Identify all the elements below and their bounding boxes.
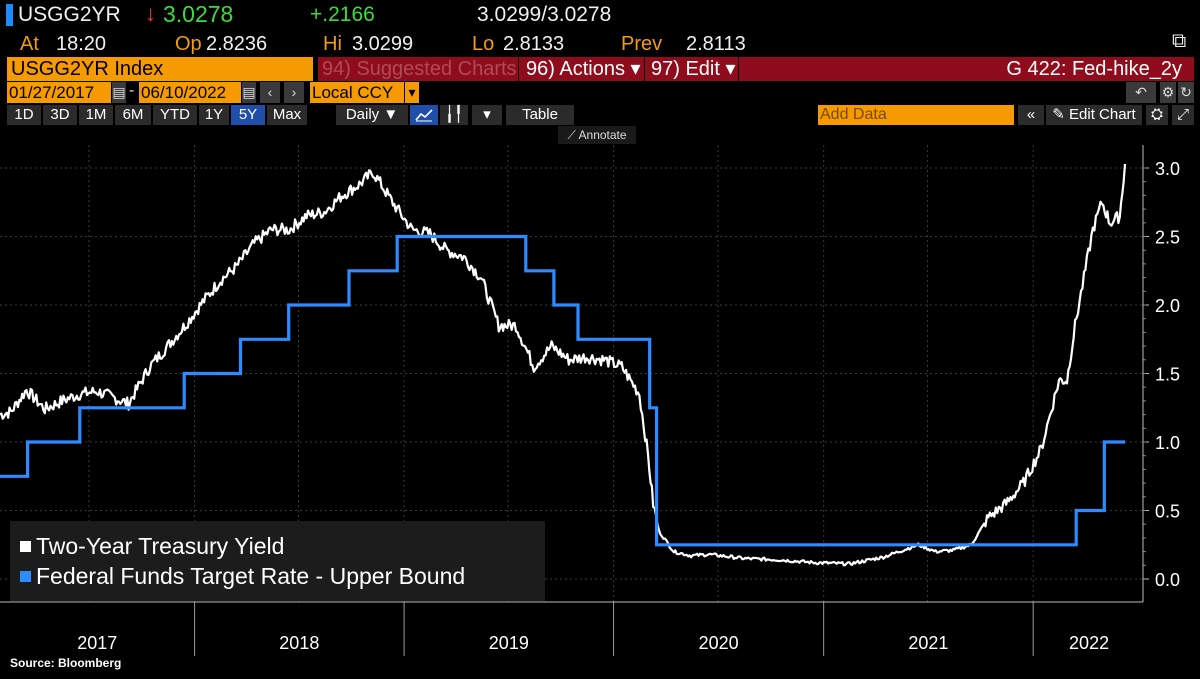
down-arrow-icon: ↓: [145, 1, 156, 26]
legend-label-yield: Two-Year Treasury Yield: [36, 533, 285, 559]
function-bar: 94) Suggested Charts 96) Actions ▾ 97) E…: [318, 57, 1194, 81]
security-field[interactable]: USGG2YR Index: [7, 57, 313, 81]
low-value: 2.8133: [503, 33, 565, 55]
high-label: Hi: [323, 33, 342, 55]
settings-icon[interactable]: ⚙: [1160, 82, 1176, 103]
x-tick-label: 2021: [908, 633, 948, 653]
table-button[interactable]: Table: [506, 105, 574, 125]
calendar-icon[interactable]: ▤: [112, 82, 126, 103]
undo-icon[interactable]: ↶: [1126, 82, 1156, 103]
period-button-1d[interactable]: 1D: [7, 105, 41, 125]
end-date-field[interactable]: 06/10/2022: [139, 82, 241, 103]
forward-arrow-icon[interactable]: ›: [284, 82, 304, 103]
legend-swatch-blue: [20, 571, 31, 582]
x-tick-label: 2017: [77, 633, 117, 653]
last-price: 3.0278: [163, 1, 234, 27]
ticker-marker: [6, 4, 13, 26]
edit-chart-label: Edit Chart: [1069, 106, 1136, 123]
y-tick-label: 1.5: [1155, 365, 1180, 385]
candlestick-icon[interactable]: ╽╿: [440, 105, 468, 125]
suggested-charts-menu[interactable]: 94) Suggested Charts: [322, 58, 517, 80]
period-button-1y[interactable]: 1Y: [199, 105, 229, 125]
frequency-select[interactable]: Daily ▼: [336, 105, 408, 125]
line-chart-icon[interactable]: [410, 105, 438, 125]
legend-item-fed: Federal Funds Target Rate - Upper Bound: [20, 563, 465, 590]
pencil-icon: ⟋: [567, 128, 579, 142]
x-tick-label: 2020: [699, 633, 739, 653]
series-layer: [0, 163, 1127, 567]
date-separator: -: [129, 82, 135, 99]
expand-icon[interactable]: ⤢: [1172, 105, 1194, 125]
x-tick-label: 2022: [1069, 633, 1109, 653]
edit-menu[interactable]: 97) Edit ▾: [651, 58, 736, 80]
period-bar: 1D 3D 1M 6M YTD 1Y 5Y Max Daily ▼ ╽╿ ▾ Table Ad…: [0, 105, 1200, 125]
series-line-fed-funds: [0, 234, 1125, 547]
ticker-symbol: USGG2YR: [18, 3, 121, 26]
period-button-ytd[interactable]: YTD: [153, 105, 197, 125]
legend-item-yield: Two-Year Treasury Yield: [20, 533, 284, 560]
chevron-down-icon[interactable]: ▾: [472, 105, 502, 125]
y-tick-label: 0.5: [1155, 502, 1180, 522]
divider: [738, 57, 739, 81]
add-data-field[interactable]: Add Data: [818, 105, 1014, 125]
open-value: 2.8236: [206, 33, 268, 55]
y-tick-label: 3.0: [1155, 159, 1180, 179]
high-value: 3.0299: [352, 33, 414, 55]
date-bar: 01/27/2017 ▤ - 06/10/2022 ▤ ‹ › Local CC…: [0, 82, 1200, 104]
net-change: +.2166: [310, 3, 375, 26]
back-arrow-icon[interactable]: ‹: [260, 82, 280, 103]
period-button-max[interactable]: Max: [267, 105, 307, 125]
axes: 0.0 0.5 1.0 1.5 2.0 2.5 3.0 2017 2018 2019 2020 202…: [0, 145, 1180, 656]
y-tick-label: 0.0: [1155, 570, 1180, 590]
collapse-icon[interactable]: «: [1018, 105, 1044, 125]
start-date-field[interactable]: 01/27/2017: [7, 82, 111, 103]
at-label: At: [20, 33, 39, 55]
stats-line: At 18:20 Op 2.8236 Hi 3.0299 Lo 2.8133 P…: [0, 30, 1200, 56]
period-button-6m[interactable]: 6M: [115, 105, 151, 125]
prev-value: 2.8113: [686, 33, 746, 55]
chart-name: G 422: Fed-hike_2y: [1006, 58, 1182, 80]
security-bar: USGG2YR Index 94) Suggested Charts 96) A…: [0, 57, 1200, 81]
pencil-icon: ✎: [1052, 106, 1070, 123]
annotate-label: Annotate: [578, 128, 627, 142]
period-button-3d[interactable]: 3D: [43, 105, 77, 125]
chevron-down-icon[interactable]: ▾: [405, 82, 419, 103]
edit-chart-button[interactable]: ✎ Edit Chart: [1046, 105, 1142, 125]
divider: [518, 57, 519, 81]
period-button-1m[interactable]: 1M: [79, 105, 113, 125]
source-note: Source: Bloomberg: [10, 656, 122, 670]
y-tick-label: 1.0: [1155, 433, 1180, 453]
y-tick-label: 2.5: [1155, 228, 1180, 248]
annotate-button[interactable]: ⟋ Annotate: [558, 126, 636, 144]
actions-menu[interactable]: 96) Actions ▾: [526, 58, 641, 80]
divider: [644, 57, 645, 81]
x-tick-label: 2018: [279, 633, 319, 653]
refresh-icon[interactable]: ↻: [1178, 82, 1194, 103]
chart-settings-icon[interactable]: ⛭: [1146, 105, 1168, 125]
legend-label-fed: Federal Funds Target Rate - Upper Bound: [36, 563, 466, 589]
bid-ask: 3.0299/3.0278: [477, 3, 612, 26]
quote-line: USGG2YR ↓ 3.0278 +.2166 3.0299/3.0278: [0, 0, 1200, 30]
x-tick-label: 2019: [489, 633, 529, 653]
low-label: Lo: [472, 33, 495, 55]
series-line-two-year-yield: [0, 163, 1127, 567]
legend-swatch-white: [20, 541, 31, 552]
y-tick-label: 2.0: [1155, 296, 1180, 316]
open-label: Op: [175, 33, 202, 55]
period-button-5y[interactable]: 5Y: [231, 105, 265, 125]
popout-icon[interactable]: ⧉: [1172, 30, 1187, 52]
prev-label: Prev: [621, 33, 663, 55]
calendar-icon[interactable]: ▤: [242, 82, 256, 103]
at-value: 18:20: [56, 33, 107, 55]
legend: Two-Year Treasury Yield Federal Funds Ta…: [10, 521, 545, 601]
currency-select[interactable]: Local CCY: [310, 82, 404, 103]
